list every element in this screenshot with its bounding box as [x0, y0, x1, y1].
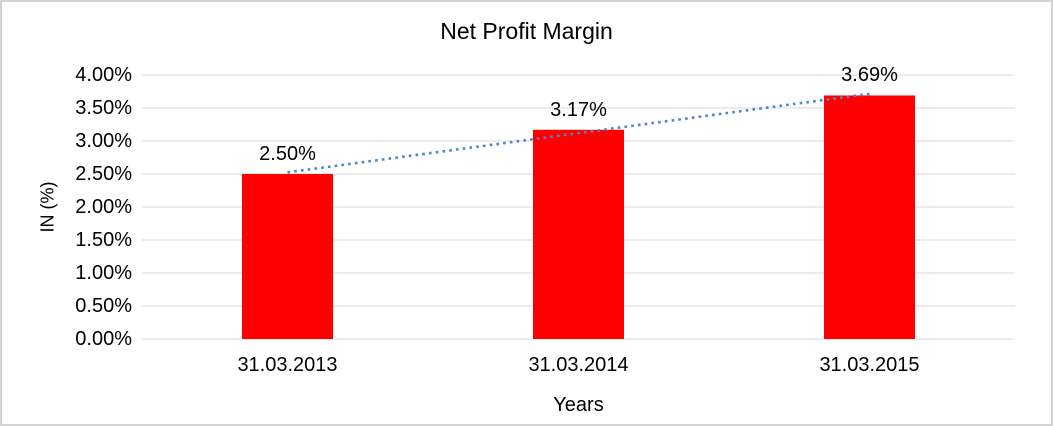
y-tick-label: 0.00%: [75, 328, 132, 350]
x-category-label: 31.03.2013: [237, 354, 338, 376]
y-tick-label: 1.00%: [75, 262, 132, 284]
bar: [533, 129, 624, 339]
x-category-label: 31.03.2015: [819, 354, 920, 376]
y-tick-label: 2.50%: [75, 163, 132, 185]
y-tick-label: 3.00%: [75, 130, 132, 152]
bar-data-label: 2.50%: [259, 143, 316, 165]
bar: [242, 174, 333, 339]
chart-title: Net Profit Margin: [440, 18, 613, 44]
bar-data-label: 3.17%: [550, 98, 607, 121]
x-axis-title: Years: [553, 394, 604, 416]
y-tick-label: 2.00%: [75, 196, 132, 218]
y-tick-label: 4.00%: [75, 64, 132, 86]
bar: [824, 95, 915, 340]
y-tick-label: 1.50%: [75, 229, 132, 251]
bar-data-label: 3.69%: [841, 64, 898, 87]
y-tick-label: 3.50%: [75, 97, 132, 119]
y-tick-label: 0.50%: [75, 295, 132, 317]
trendline: [287, 92, 870, 174]
x-category-label: 31.03.2014: [528, 354, 629, 376]
